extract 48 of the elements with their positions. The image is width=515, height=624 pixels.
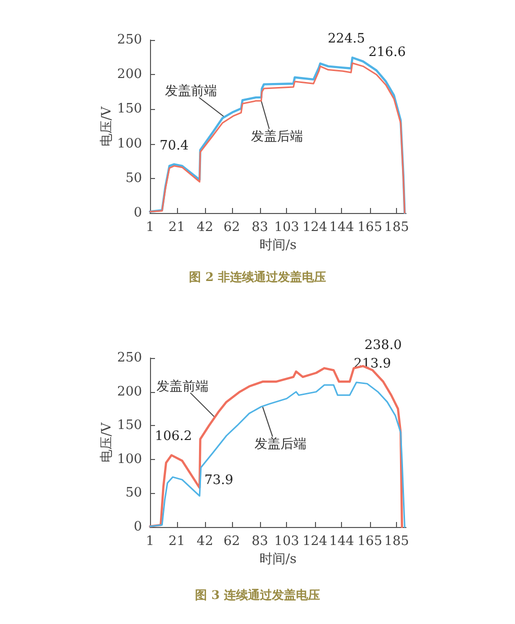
series-label: 发盖前端 <box>156 378 208 394</box>
x-tick-label: 165 <box>357 220 382 235</box>
y-axis-title: 电压/V <box>99 106 114 146</box>
y-tick-label: 250 <box>117 32 142 48</box>
annotation: 73.9 <box>204 473 234 488</box>
y-tick-label: 50 <box>125 170 142 186</box>
x-tick-label: 42 <box>196 220 214 235</box>
x-axis-title: 时间/s <box>259 552 297 567</box>
x-tick-label: 62 <box>223 220 240 235</box>
x-tick-label: 83 <box>252 220 268 235</box>
series-label: 发盖后端 <box>254 436 307 452</box>
x-tick-label: 103 <box>274 220 300 235</box>
y-tick-label: 200 <box>117 67 142 82</box>
x-tick-label: 144 <box>329 534 354 549</box>
y-tick-label: 0 <box>134 520 142 534</box>
y-tick-label: 150 <box>117 418 142 434</box>
annotation: 238.0 <box>364 338 402 354</box>
x-tick-label: 103 <box>274 534 300 549</box>
y-tick-label: 100 <box>117 136 142 152</box>
annotation: 224.5 <box>328 32 365 47</box>
x-tick-label: 21 <box>168 534 186 549</box>
y-tick-label: 250 <box>117 350 142 366</box>
x-tick-label: 21 <box>168 220 186 235</box>
series-label: 发盖后端 <box>251 128 304 144</box>
x-tick-label: 1 <box>146 220 154 235</box>
y-tick-label: 50 <box>125 486 142 501</box>
x-tick-label: 124 <box>302 220 328 235</box>
y-tick-label: 100 <box>117 452 142 467</box>
annotation: 216.6 <box>368 45 406 60</box>
y-tick-label: 200 <box>117 384 142 400</box>
y-tick-label: 150 <box>117 102 142 117</box>
x-tick-label: 185 <box>384 534 410 549</box>
x-tick-label: 42 <box>196 534 214 549</box>
x-tick-label: 62 <box>223 534 240 549</box>
y-axis-title: 电压/V <box>99 422 114 462</box>
annotation: 106.2 <box>154 429 192 444</box>
x-tick-label: 124 <box>302 534 328 549</box>
x-tick-label: 165 <box>357 534 382 549</box>
text: 图 3 连续通过发盖电压 <box>195 588 320 602</box>
x-axis-title: 时间/s <box>259 238 297 253</box>
x-tick-label: 185 <box>384 220 410 235</box>
annotation: 70.4 <box>160 138 189 154</box>
series-label: 发盖前端 <box>165 83 218 100</box>
y-tick-label: 0 <box>134 206 142 220</box>
text: 图 2 非连续通过发盖电压 <box>189 270 326 284</box>
x-tick-label: 144 <box>329 220 354 235</box>
x-tick-label: 83 <box>252 534 268 549</box>
x-tick-label: 1 <box>146 534 154 549</box>
